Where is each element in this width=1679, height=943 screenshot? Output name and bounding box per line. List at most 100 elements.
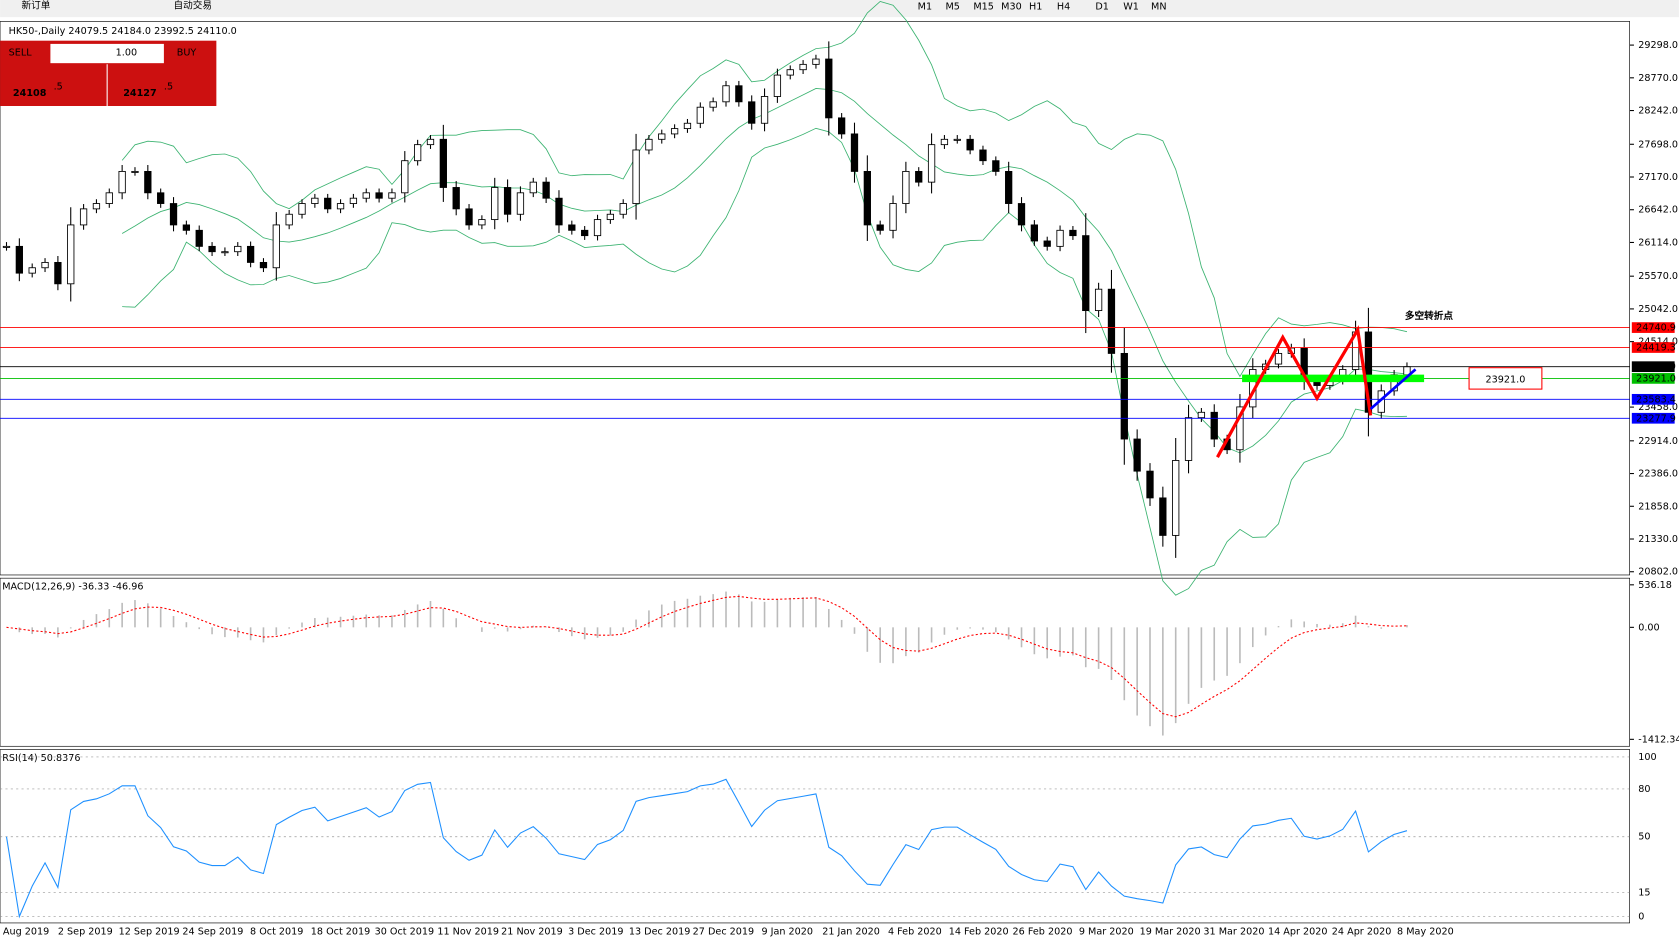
- candle: [619, 203, 627, 215]
- price-tick-label: 27698.0: [1638, 139, 1678, 150]
- date-label: 12 Sep 2019: [119, 927, 180, 938]
- level-tag-label: 24419.3: [1636, 343, 1676, 354]
- candle: [67, 224, 75, 285]
- price-tick-label: 26114.0: [1638, 237, 1678, 248]
- macd-label: MACD(12,26,9) -36.33 -46.96: [2, 582, 143, 593]
- buy-button: BUY: [177, 47, 197, 58]
- timeframe-button: M15: [973, 1, 994, 12]
- candle: [850, 133, 859, 172]
- callout-box: [1468, 367, 1543, 390]
- price-tick-label: 28242.0: [1638, 106, 1678, 117]
- level-tag: [1631, 412, 1675, 424]
- trend-arrow: [1369, 368, 1417, 411]
- candle: [786, 69, 794, 76]
- candle: [1094, 288, 1103, 312]
- price-tick-label: 26642.0: [1638, 205, 1678, 216]
- chart-header: HK50-,Daily 24079.5 24184.0 23992.5 2411…: [9, 26, 237, 37]
- candle: [221, 251, 229, 254]
- candle: [246, 245, 255, 263]
- price-tick-label: 25570.0: [1638, 271, 1678, 282]
- candle: [208, 245, 216, 253]
- candle: [1197, 411, 1206, 419]
- rsi-tick-label: 15: [1638, 888, 1650, 899]
- candle: [15, 245, 23, 274]
- timeframe-button: M30: [1001, 1, 1022, 12]
- candle: [825, 58, 833, 119]
- candle: [1043, 240, 1051, 247]
- level-tag: [1631, 342, 1675, 353]
- candle: [1159, 497, 1167, 536]
- candle: [401, 160, 409, 194]
- candle: [426, 138, 435, 146]
- bollinger-band: [121, 0, 1408, 378]
- bollinger-band: [121, 88, 1408, 454]
- candle: [439, 138, 447, 188]
- candle: [645, 138, 653, 151]
- candle: [414, 144, 422, 162]
- candle: [863, 170, 871, 226]
- callout-label: 23921.0: [1486, 374, 1526, 385]
- date-label: 21 Jan 2020: [822, 927, 880, 938]
- candle: [979, 149, 987, 162]
- candle: [1030, 224, 1039, 242]
- macd-tick-label: 536.18: [1638, 580, 1672, 591]
- macd-signal: [6, 595, 1407, 718]
- candle: [1236, 406, 1244, 451]
- candle: [2, 245, 11, 248]
- date-label: 26 Feb 2020: [1013, 927, 1073, 938]
- trend-arrow: [1216, 325, 1373, 458]
- candle: [169, 203, 178, 226]
- date-label: 8 May 2020: [1397, 927, 1454, 938]
- candle: [992, 160, 1000, 172]
- candle: [285, 213, 293, 226]
- price-tick-label: 25042.0: [1638, 304, 1678, 315]
- candle: [581, 229, 589, 237]
- candle: [876, 224, 884, 231]
- candle: [927, 144, 936, 183]
- candle: [568, 224, 576, 231]
- date-label: 24 Sep 2019: [182, 927, 243, 938]
- sell-button: SELL: [9, 47, 33, 58]
- toolbar-button[interactable]: 新订单: [21, 0, 50, 11]
- macd-tick-label: -1412.34: [1638, 734, 1679, 745]
- candle: [889, 203, 897, 231]
- candle: [953, 138, 961, 141]
- date-label: 18 Oct 2019: [311, 927, 371, 938]
- candle: [760, 96, 769, 124]
- price-tick-label: 27170.0: [1638, 172, 1678, 183]
- candle: [1107, 288, 1116, 354]
- candle: [234, 245, 242, 253]
- macd-panel: [0, 577, 1630, 747]
- price-tick-label: 22386.0: [1638, 469, 1678, 480]
- candle: [28, 267, 36, 274]
- timeframe-button: M1: [918, 1, 932, 12]
- price-tick-label: 29298.0: [1638, 40, 1678, 51]
- candle: [491, 187, 499, 221]
- candle: [1146, 470, 1154, 499]
- date-label: 30 Oct 2019: [375, 927, 435, 938]
- lots: 1.00: [116, 47, 137, 58]
- candle: [79, 208, 88, 226]
- price-tick-label: 24514.0: [1638, 337, 1678, 348]
- candle: [503, 187, 512, 215]
- candle: [838, 117, 846, 135]
- level-tag-label: 24110.0: [1636, 362, 1676, 373]
- candle: [915, 170, 923, 183]
- candle: [799, 63, 807, 71]
- candle: [1120, 352, 1128, 440]
- candle: [1069, 229, 1077, 237]
- date-label: 2 Sep 2019: [58, 927, 113, 938]
- date-label: 3 Dec 2019: [568, 927, 623, 938]
- rsi-line: [5, 778, 1408, 919]
- candle: [131, 170, 139, 173]
- candle: [1210, 411, 1218, 440]
- candle: [1172, 460, 1180, 536]
- candle: [593, 219, 602, 237]
- level-tag-label: 24740.9: [1636, 323, 1676, 334]
- candle: [92, 203, 101, 210]
- candle: [696, 106, 704, 124]
- candle: [773, 74, 782, 97]
- candle: [735, 85, 743, 103]
